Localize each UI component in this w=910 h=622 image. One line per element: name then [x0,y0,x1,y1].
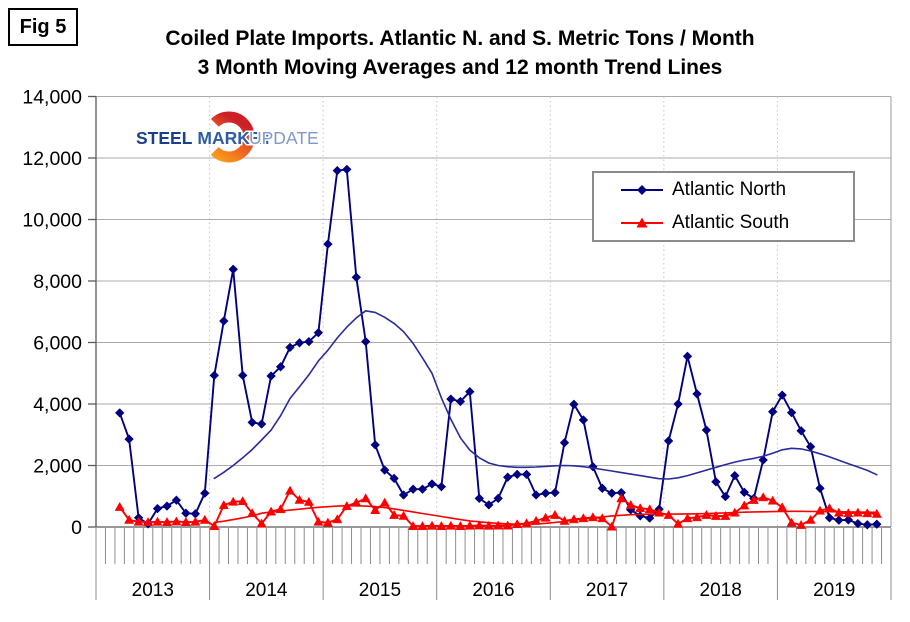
figure-number-box: Fig 5 [8,8,78,46]
legend-label-atlantic-south: Atlantic South [672,212,790,234]
y-axis-label: 14,000 [22,87,82,109]
x-axis-year-label: 2014 [245,580,288,601]
x-axis-year-label: 2018 [700,580,742,601]
y-axis-label: 10,000 [22,210,82,232]
series-line-atlantic-south-12-month-trend [213,504,878,526]
logo-crescent-icon [203,111,255,163]
logo-word-market: MARKET [197,128,272,148]
y-axis-label: 0 [71,517,82,539]
legend-label-atlantic-north: Atlantic North [672,178,787,200]
chart-title-line1: Coiled Plate Imports. Atlantic N. and S.… [165,27,755,50]
y-axis-label: 2,000 [33,456,82,478]
y-axis-label: 6,000 [33,333,82,355]
series-markers-atlantic-south [114,485,882,531]
legend-item-atlantic-north: Atlantic North [594,173,853,207]
legend-item-atlantic-south: Atlantic South [594,207,853,241]
x-axis-year-label: 2015 [359,580,401,601]
y-axis-label: 12,000 [22,148,82,170]
series-line-atlantic-north-12-month-trend [213,309,878,480]
chart-title: Coiled Plate Imports. Atlantic N. and S.… [60,24,860,82]
x-axis-year-label: 2019 [813,580,855,601]
logo-word-update: UPDATE [249,128,319,148]
atlantic-north-marker-icon [621,184,663,195]
atlantic-south-marker-icon [621,217,663,228]
logo-word-steel: STEEL [136,128,193,148]
steel-market-update-logo: STEEL MARKET UPDATE [135,111,320,163]
chart-legend: Atlantic North Atlantic South [592,171,855,242]
chart-title-line2: 3 Month Moving Averages and 12 month Tre… [197,56,723,79]
x-axis-year-label: 2013 [132,580,174,601]
x-axis-year-label: 2017 [586,580,628,601]
x-axis-year-label: 2016 [472,580,514,601]
y-axis-label: 8,000 [33,271,82,293]
svg-text:UPDATE: UPDATE [249,128,319,148]
figure-number-label: Fig 5 [19,15,67,38]
y-axis-label: 4,000 [33,394,82,416]
